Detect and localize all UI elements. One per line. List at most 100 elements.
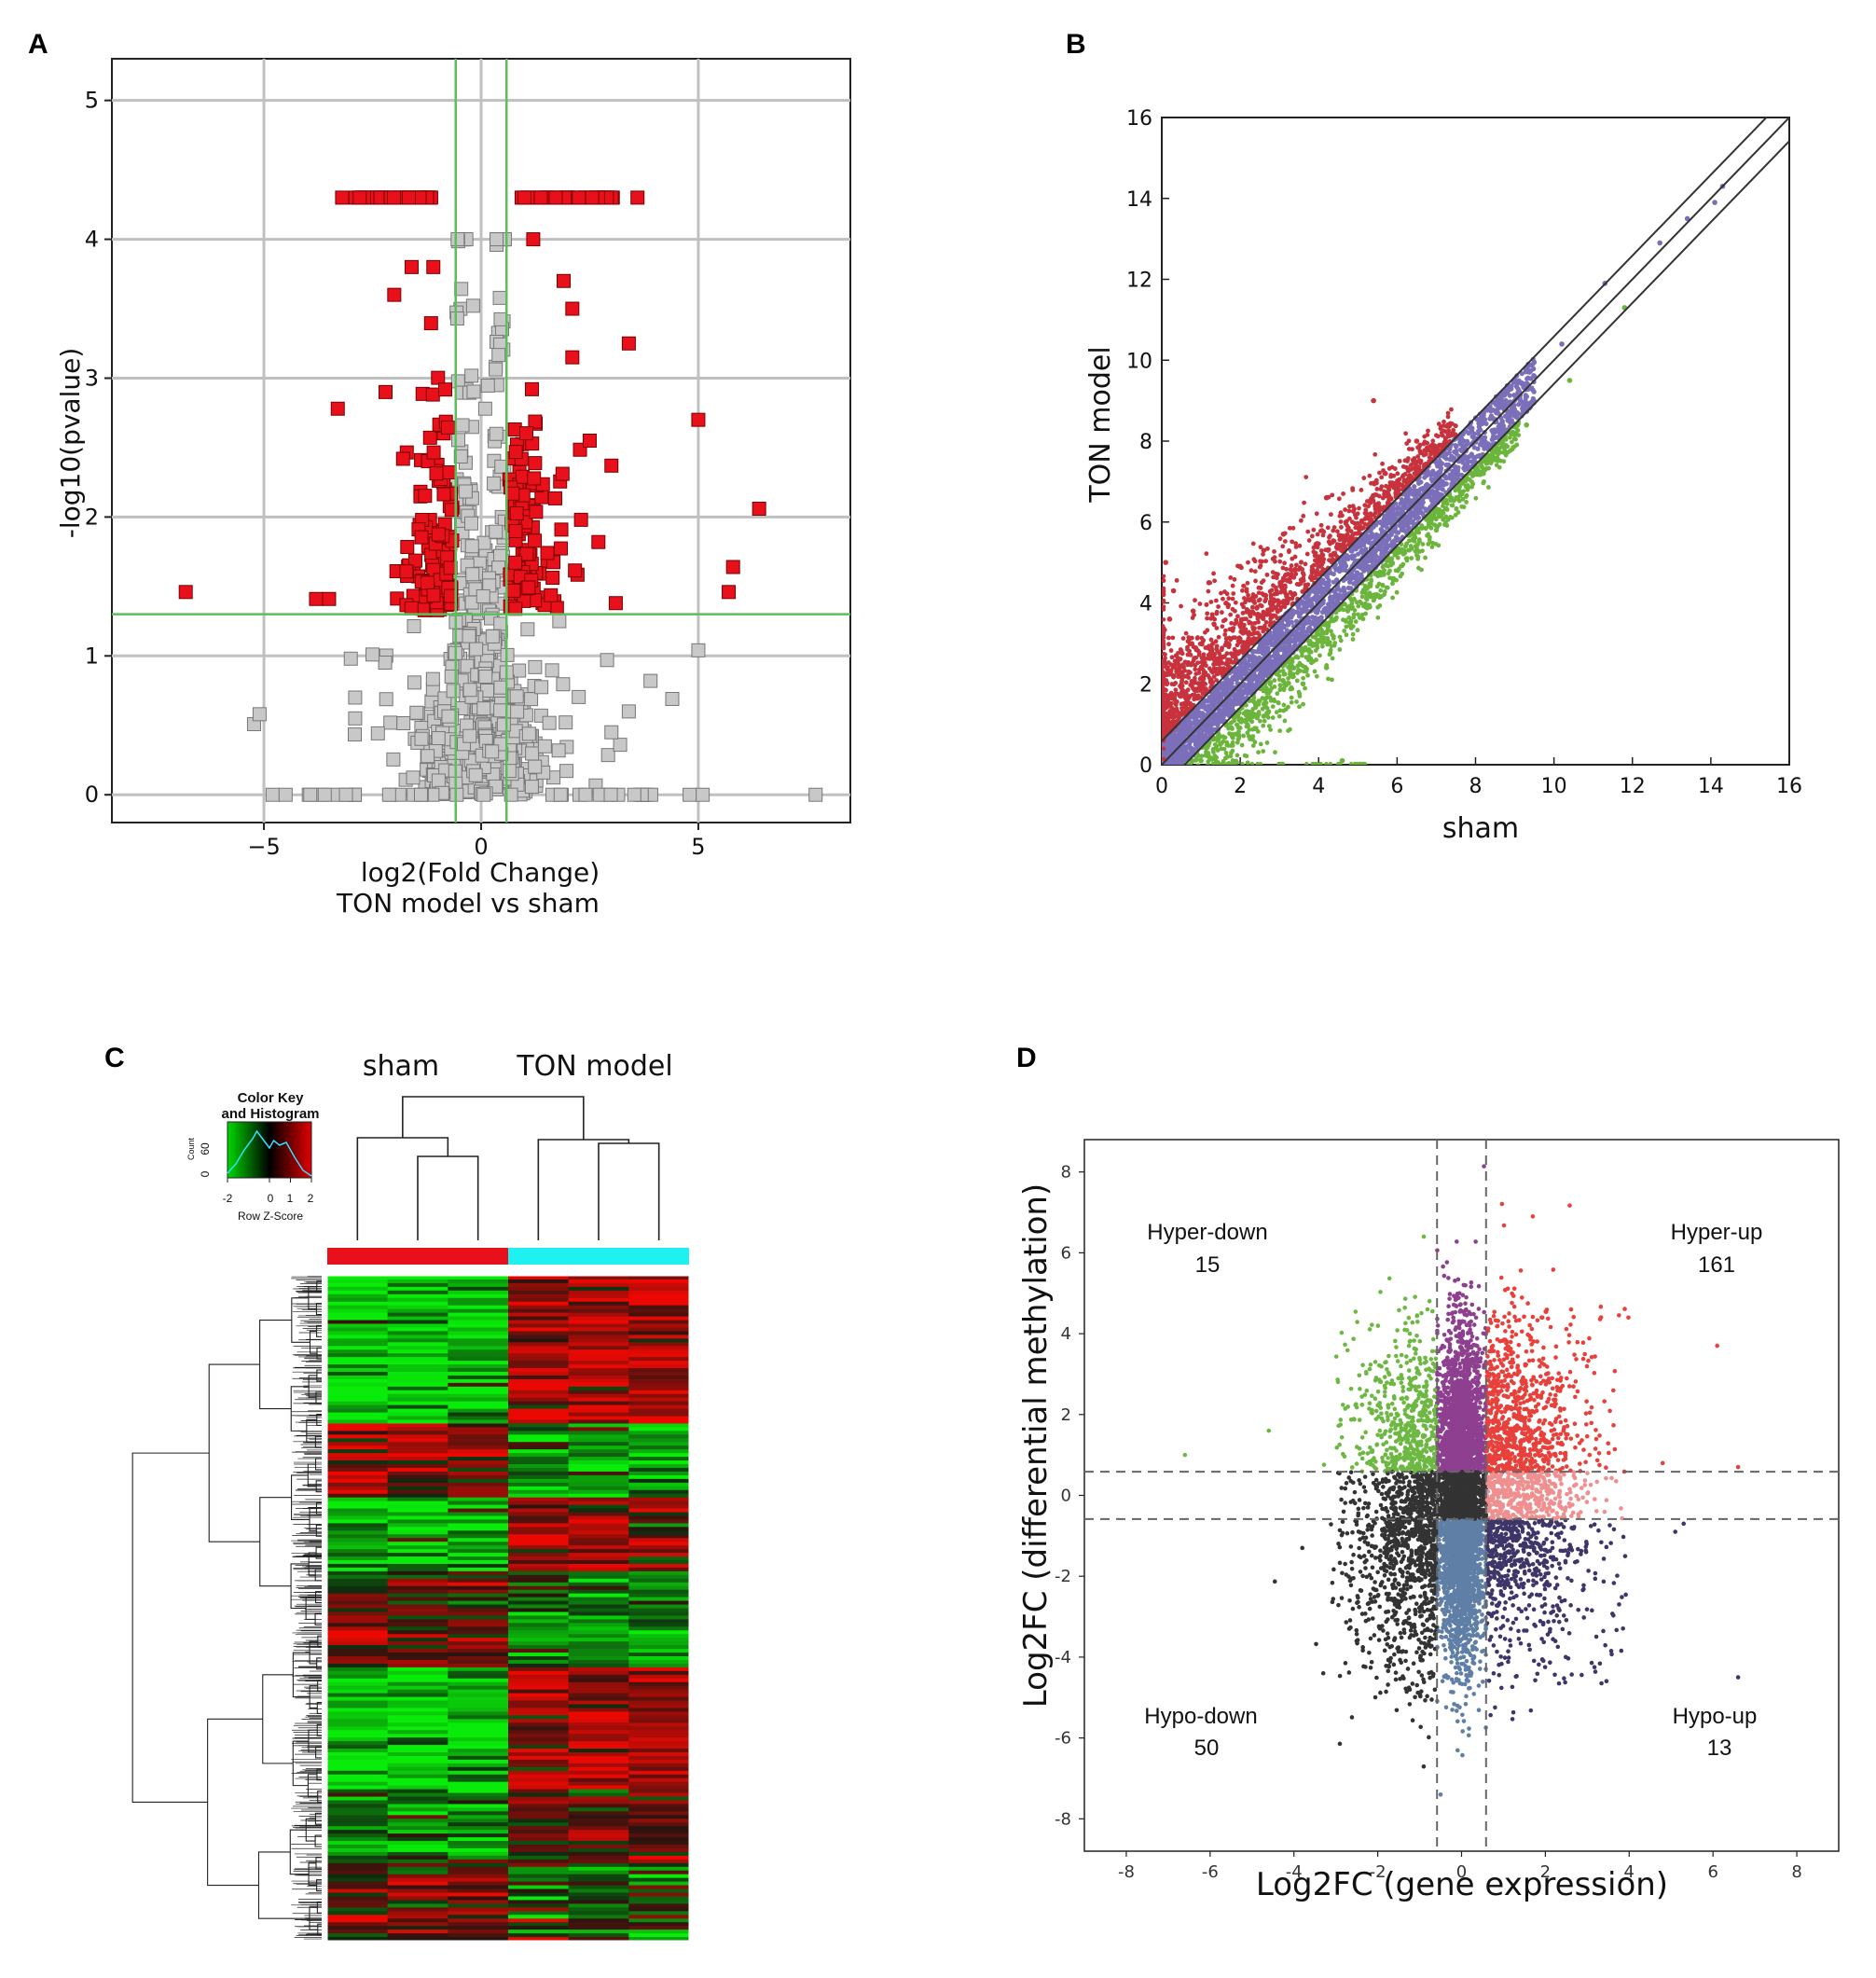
nonsignificant-gene-point (496, 717, 511, 732)
nonsignificant-gene-point (431, 773, 446, 788)
gene-point (1305, 593, 1311, 599)
gene-point (1224, 651, 1230, 657)
gene-point (1205, 703, 1211, 710)
gene-point (1228, 612, 1234, 617)
gene-point (1239, 665, 1246, 671)
gene-point (1201, 667, 1206, 672)
gene-point (1231, 591, 1236, 596)
gene-point (1319, 528, 1325, 533)
gene-point (1335, 586, 1341, 591)
gene-point (1438, 469, 1443, 476)
gene-point (1231, 626, 1236, 630)
gene-point (1514, 409, 1520, 415)
significant-gene-point (547, 491, 562, 505)
nonsignificant-gene-point (464, 368, 479, 383)
gene-point (1271, 583, 1276, 588)
gene-point (1487, 404, 1493, 409)
gene-point (1232, 576, 1237, 582)
gene-point (1355, 511, 1360, 517)
gene-point (1279, 587, 1285, 591)
gene-point (1261, 616, 1266, 622)
gene-point (1501, 427, 1507, 433)
gene-point (1235, 614, 1240, 619)
nonsignificant-gene-point (600, 748, 615, 763)
gene-point (1487, 416, 1494, 422)
gene-point (1325, 525, 1331, 531)
gene-point (1412, 484, 1417, 490)
gene-point (1335, 592, 1341, 598)
volcano-y-tick-label: 1 (85, 643, 99, 669)
gene-point (1233, 608, 1237, 614)
gene-point (1257, 625, 1262, 630)
significant-gene-point (330, 401, 345, 416)
nonsignificant-gene-point (621, 704, 636, 719)
gene-point (1169, 774, 1174, 779)
gene-point (1288, 579, 1293, 585)
significant-gene-point (352, 190, 367, 205)
gene-point (1352, 506, 1357, 512)
gene-point (1315, 568, 1320, 573)
gene-point (1339, 525, 1344, 530)
gene-point (1173, 738, 1179, 743)
gene-point (1170, 635, 1176, 641)
gene-point (1204, 551, 1209, 557)
gene-point (1264, 661, 1270, 667)
gene-point (1289, 563, 1294, 568)
gene-point (1272, 613, 1276, 618)
volcano-y-tick-label: 2 (85, 504, 99, 530)
gene-point (1283, 644, 1290, 651)
gene-point (1186, 638, 1192, 643)
panel-label-b: B (1066, 29, 1086, 60)
gene-point (1331, 579, 1336, 585)
gene-point (1429, 488, 1435, 493)
gene-point (1195, 660, 1200, 666)
gene-point (1293, 572, 1299, 576)
gene-point (1265, 611, 1270, 616)
gene-point (1162, 768, 1166, 773)
panel-label-d: D (1016, 1043, 1037, 1073)
nonsignificant-gene-point (485, 744, 500, 759)
nonsignificant-gene-point (556, 677, 571, 692)
gene-point (1199, 711, 1206, 716)
gene-point (1244, 616, 1248, 622)
gene-point (1197, 682, 1203, 687)
gene-point (1387, 480, 1393, 485)
nonsignificant-gene-point (469, 642, 484, 657)
panel-label-a: A (28, 29, 48, 60)
scatter-b-x-tick-label: 6 (1390, 775, 1403, 798)
gene-point (1231, 699, 1236, 705)
nonsignificant-gene-point (348, 690, 363, 705)
gene-point (1391, 473, 1397, 478)
nonsignificant-gene-point (559, 715, 573, 730)
gene-point (1162, 658, 1167, 663)
gene-point (1233, 600, 1238, 605)
gene-point (1469, 453, 1475, 459)
scatter-b-y-tick-label: 2 (1139, 673, 1152, 697)
gene-point (1405, 519, 1411, 525)
volcano-y-tick-label: 0 (85, 782, 99, 808)
nonsignificant-gene-point (521, 726, 536, 741)
gene-point (1528, 363, 1534, 368)
nonsignificant-gene-point (407, 675, 421, 690)
gene-point (1306, 538, 1312, 543)
gene-point (1454, 448, 1459, 454)
gene-point (1323, 547, 1329, 553)
gene-point (1166, 768, 1170, 773)
scatter-b-y-tick-label: 0 (1139, 754, 1152, 778)
volcano-x-label: log2(Fold Change) (361, 857, 600, 888)
significant-gene-point (528, 533, 543, 548)
nonsignificant-gene-point (493, 311, 508, 326)
gene-point (1168, 768, 1173, 772)
gene-point (1377, 544, 1383, 550)
gene-point (1261, 670, 1266, 675)
significant-gene-point (585, 190, 600, 205)
gene-point (1163, 767, 1167, 771)
gene-point (1209, 726, 1215, 732)
nonsignificant-gene-point (553, 787, 568, 802)
gene-point (1214, 643, 1220, 649)
gene-point (1393, 490, 1399, 495)
gene-point (1309, 533, 1315, 539)
nonsignificant-gene-point (528, 759, 543, 774)
nonsignificant-gene-point (691, 643, 706, 657)
nonsignificant-gene-point (489, 362, 503, 377)
